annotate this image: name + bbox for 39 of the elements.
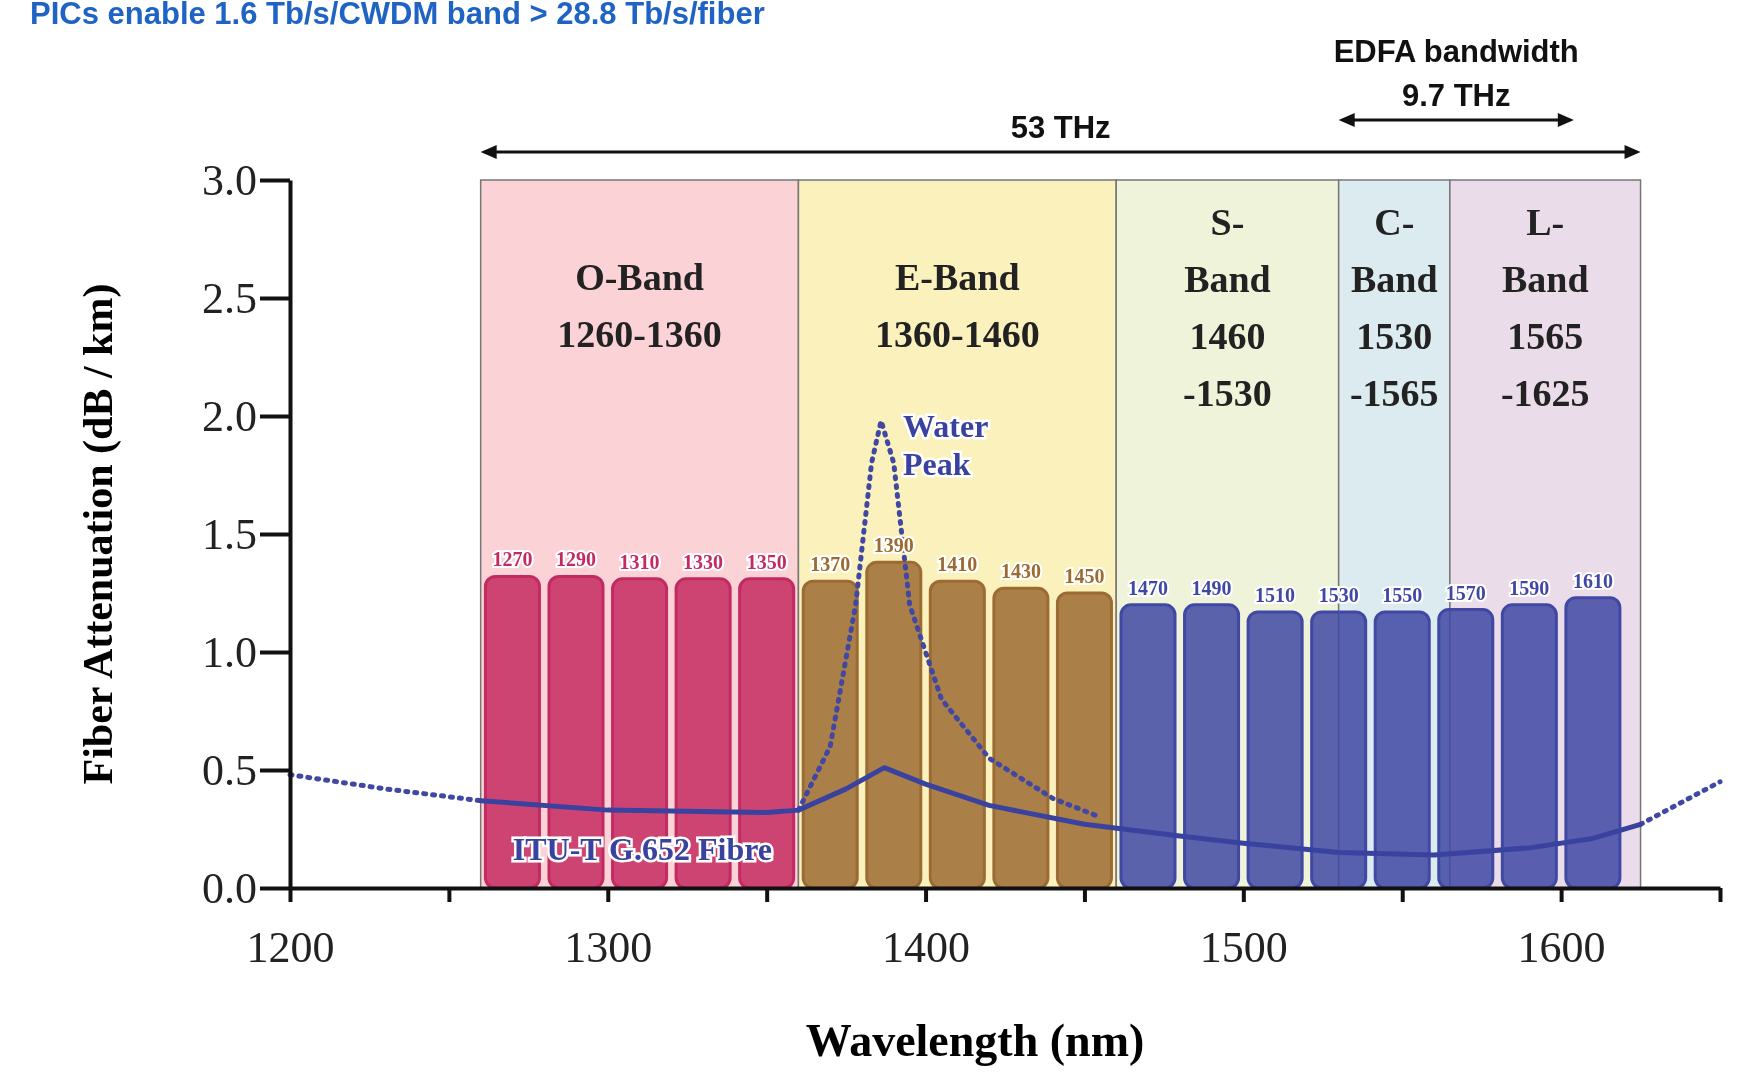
y-axis-title: Fiber Attenuation (dB / km) (75, 283, 122, 785)
annotation: 1310 (619, 550, 660, 573)
y-tick-label: 0.0 (202, 863, 257, 913)
annotation: 1510 (1255, 583, 1296, 606)
y-tick-label: 3.0 (202, 155, 257, 205)
annotation: 1330 (683, 550, 724, 573)
annotation: 1450 (1064, 565, 1105, 587)
annotation: 1350 (746, 550, 787, 573)
annotation: 1470 (1128, 576, 1168, 599)
y-tick-label: 1.0 (202, 627, 257, 677)
y-tick-label: 2.0 (202, 391, 257, 441)
band-label: O-Band 1260-1360 (557, 256, 722, 355)
x-tick-label: 1200 (246, 923, 335, 973)
y-tick-label: 2.5 (202, 273, 257, 323)
x-axis-title: Wavelength (nm) (805, 1015, 1145, 1066)
annotation: 1370 (810, 553, 851, 576)
y-tick-label: 1.5 (202, 509, 257, 559)
x-tick-label: 1400 (882, 923, 971, 973)
annotation: 1490 (1191, 576, 1232, 599)
annotation: 1290 (556, 548, 596, 571)
band-label: E-Band 1360-1460 (875, 256, 1040, 355)
x-tick-label: 1500 (1199, 923, 1288, 973)
annotation: 1590 (1509, 576, 1550, 599)
annotation: Water Peak (903, 407, 989, 482)
text: EDFA bandwidth 9.7 THz (1333, 34, 1579, 113)
x-tick-label: 1600 (1517, 923, 1606, 973)
chart-title: PICs enable 1.6 Tb/s/CWDM band > 28.8 Tb/s/fiber (30, 0, 765, 31)
annotation: 1550 (1382, 583, 1423, 606)
y-tick-label: 0.5 (202, 745, 257, 795)
annotation: 1390 (873, 534, 914, 557)
annotation: 1270 (492, 548, 533, 571)
x-tick-label: 1300 (564, 923, 653, 973)
annotation: 1610 (1572, 569, 1613, 592)
band-label: C- Band 1530 -1565 (1349, 201, 1439, 414)
band-label: S- Band 1460 -1530 (1183, 201, 1272, 414)
text: 53 THz (1010, 110, 1111, 145)
annotation: 1410 (937, 553, 978, 576)
band-label: L- Band 1565 -1625 (1500, 201, 1590, 414)
annotation: 1430 (1000, 560, 1041, 583)
